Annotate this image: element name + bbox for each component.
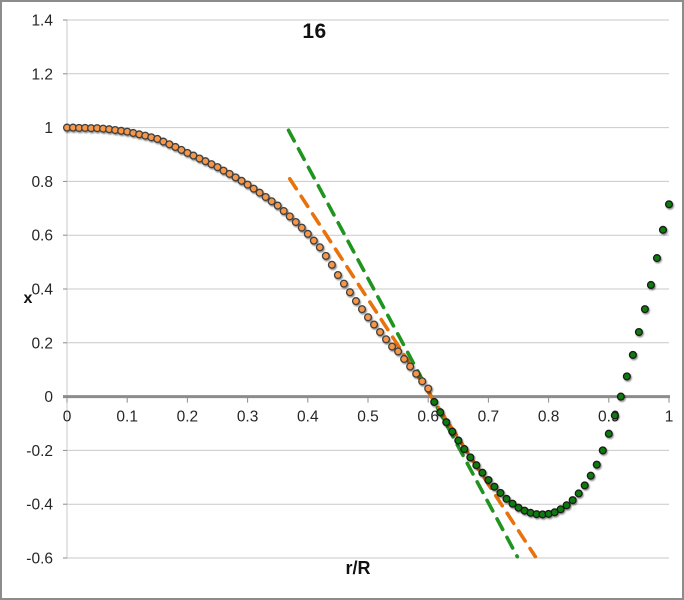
inner-branch-orange-circles-marker <box>285 212 294 221</box>
inner-branch-orange-circles-marker <box>309 236 318 245</box>
outer-branch-green-circles-marker <box>442 418 451 427</box>
inner-branch-orange-circles-marker <box>267 197 276 206</box>
inner-branch-orange-circles-marker <box>375 327 385 337</box>
chart-title: 16 <box>302 20 327 43</box>
inner-branch-orange-circles-marker <box>382 335 391 344</box>
y-tick-label-1.2: 1.2 <box>31 66 53 83</box>
outer-branch-green-circles-marker <box>454 436 463 445</box>
inner-branch-orange-circles-marker <box>231 173 240 182</box>
inner-branch-orange-circles-marker <box>345 288 354 297</box>
outer-branch-green-circles-marker <box>640 305 649 314</box>
outer-branch-green-circles-marker <box>484 475 493 485</box>
inner-branch-orange-circles-marker <box>406 362 415 371</box>
outer-branch-green-circles-marker <box>496 488 505 497</box>
y-tick-label-1: 1 <box>44 120 53 137</box>
inner-branch-orange-circles-marker <box>327 260 336 269</box>
inner-branch-orange-circles-marker <box>369 320 379 329</box>
y-tick-label-0.6: 0.6 <box>31 228 53 245</box>
inner-branch-orange-circles-marker <box>321 251 330 260</box>
outer-branch-green-circles-marker <box>556 505 565 514</box>
green-dashed-tangent <box>286 128 520 559</box>
x-tick-label-0.7: 0.7 <box>478 409 500 426</box>
inner-branch-orange-circles-marker <box>213 163 222 172</box>
inner-branch-orange-circles-group <box>62 123 433 393</box>
outer-branch-green-circles-marker <box>574 489 583 498</box>
x-tick-label-0.3: 0.3 <box>237 409 259 426</box>
outer-branch-green-circles-marker <box>472 461 481 470</box>
y-tick-label-0: 0 <box>44 389 53 406</box>
x-axis-title: r/R <box>345 558 371 578</box>
outer-branch-green-circles-marker <box>478 468 487 477</box>
inner-branch-orange-circles-marker <box>418 377 427 386</box>
outer-branch-green-circles-marker <box>568 496 577 505</box>
outer-branch-green-circles-marker <box>634 327 643 337</box>
inner-branch-orange-circles-marker <box>351 297 361 306</box>
outer-branch-green-circles-marker <box>502 494 511 503</box>
inner-branch-orange-circles-marker <box>339 279 348 288</box>
x-tick-label-0.6: 0.6 <box>417 409 439 426</box>
outer-branch-green-circles-marker <box>646 280 655 290</box>
outer-branch-green-circles-marker <box>460 445 469 454</box>
inner-branch-orange-circles-marker <box>297 223 306 232</box>
y-tick-label-0.2: 0.2 <box>31 335 53 352</box>
y-tick-label-0.4: 0.4 <box>31 282 53 299</box>
inner-branch-orange-circles-marker <box>249 184 258 193</box>
outer-branch-green-circles-marker <box>628 350 637 359</box>
outer-branch-green-circles-marker <box>658 225 668 234</box>
inner-branch-orange-circles-marker <box>303 229 312 238</box>
inner-branch-orange-circles-marker <box>400 354 409 363</box>
inner-branch-orange-circles-marker <box>279 206 288 216</box>
inner-branch-orange-circles-marker <box>237 176 246 185</box>
inner-branch-orange-circles-marker <box>261 192 270 202</box>
outer-branch-green-circles-group <box>430 200 674 519</box>
outer-branch-green-circles-marker <box>508 499 517 508</box>
outer-branch-green-circles-marker <box>430 397 439 407</box>
outer-branch-green-circles-marker <box>580 481 589 490</box>
inner-branch-orange-circles-marker <box>315 243 324 252</box>
outer-branch-green-circles-marker <box>652 254 662 263</box>
inner-branch-orange-circles-marker <box>363 313 373 322</box>
x-tick-label-0.1: 0.1 <box>116 409 138 426</box>
outer-branch-green-circles-marker <box>664 200 674 209</box>
outer-branch-green-circles-marker <box>610 411 619 420</box>
outer-branch-green-circles-marker <box>616 392 625 401</box>
inner-branch-orange-circles-marker <box>225 169 234 178</box>
outer-branch-green-circles-marker <box>622 372 631 381</box>
inner-branch-orange-circles-marker <box>291 217 300 227</box>
outer-branch-green-circles-marker <box>436 408 445 417</box>
inner-branch-orange-circles-marker <box>219 166 228 175</box>
inner-branch-orange-circles-marker <box>388 342 397 351</box>
outer-branch-green-circles-marker <box>598 446 607 455</box>
inner-branch-orange-circles-marker <box>357 305 367 314</box>
outer-branch-green-circles-marker <box>592 460 601 469</box>
x-tick-label-0.8: 0.8 <box>538 409 560 426</box>
inner-branch-orange-circles-marker <box>273 201 282 210</box>
x-tick-label-0.5: 0.5 <box>357 409 379 426</box>
y-tick-label-1.4: 1.4 <box>31 13 53 30</box>
outer-branch-green-circles-marker <box>586 471 595 480</box>
outer-branch-green-circles-marker <box>490 482 499 491</box>
inner-branch-orange-circles-marker <box>394 347 403 356</box>
x-tick-label-0.4: 0.4 <box>297 409 319 426</box>
x-tick-label-0: 0 <box>63 409 72 426</box>
outer-branch-green-circles-marker <box>562 501 571 510</box>
outer-branch-green-circles-marker <box>466 453 475 462</box>
y-axis-title: x <box>23 290 33 307</box>
inner-branch-orange-circles-marker <box>255 188 264 197</box>
outer-branch-green-circles-marker <box>448 427 457 436</box>
inner-branch-orange-circles-marker <box>424 384 433 393</box>
y-tick-label-0.8: 0.8 <box>31 174 53 191</box>
inner-branch-orange-circles-marker <box>243 180 252 189</box>
y-tick-label--0.2: -0.2 <box>26 443 53 460</box>
inner-branch-orange-circles-marker <box>333 270 342 280</box>
x-tick-label-0.2: 0.2 <box>177 409 199 426</box>
orange-dashed-tangent <box>287 176 538 559</box>
inner-branch-orange-circles-marker <box>412 369 421 378</box>
y-tick-label--0.6: -0.6 <box>26 551 53 568</box>
y-tick-label--0.4: -0.4 <box>26 497 53 514</box>
x-tick-label-1: 1 <box>665 409 674 426</box>
outer-branch-green-circles-marker <box>604 429 613 438</box>
